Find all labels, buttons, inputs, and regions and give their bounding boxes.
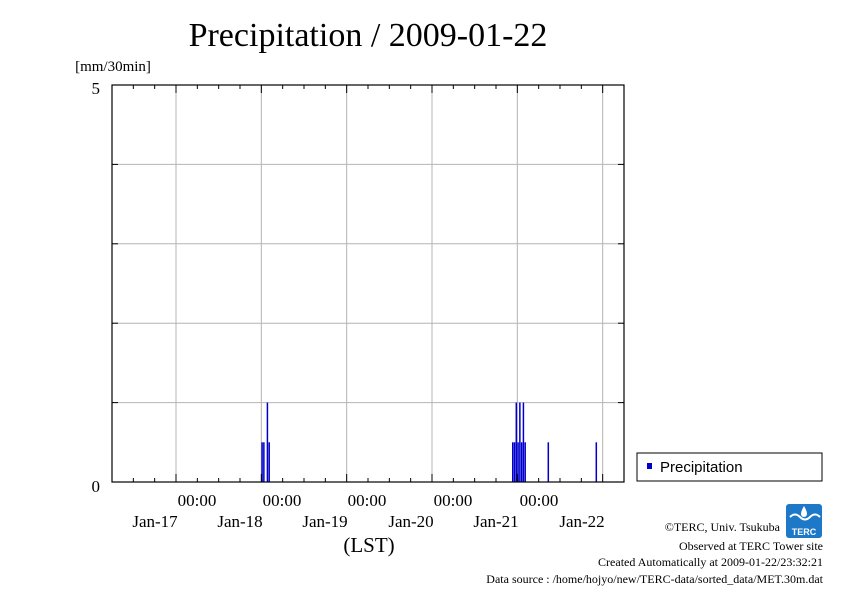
precip-bar: [268, 442, 270, 482]
x-tick-date-jan17: Jan-17: [132, 512, 178, 531]
x-tick-time-4: 00:00: [434, 491, 473, 510]
x-tick-date-jan22: Jan-22: [559, 512, 604, 531]
y-tick-label-5: 5: [92, 79, 101, 98]
x-tick-date-jan18: Jan-18: [217, 512, 262, 531]
precip-bar: [266, 402, 269, 482]
precip-bar: [519, 402, 521, 482]
precip-bar: [515, 402, 518, 482]
copyright-text: ©TERC, Univ. Tsukuba: [665, 520, 781, 534]
x-tick-time-2: 00:00: [263, 491, 302, 510]
x-axis-label: (LST): [343, 533, 394, 557]
plot-frame: [111, 84, 625, 483]
observed-site-text: Observed at TERC Tower site: [679, 539, 823, 553]
y-axis-label: [mm/30min]: [75, 59, 151, 75]
x-tick-time-1: 00:00: [178, 491, 217, 510]
created-timestamp-text: Created Automatically at 2009-01-22/23:3…: [598, 555, 823, 569]
terc-logo: TERC: [786, 504, 822, 538]
terc-logo-text: TERC: [792, 527, 817, 537]
x-tick-date-jan20: Jan-20: [388, 512, 433, 531]
legend-swatch: [647, 463, 652, 469]
x-tick-date-jan21: Jan-21: [473, 512, 518, 531]
x-tick-date-jan19: Jan-19: [302, 512, 347, 531]
precip-bar: [595, 442, 598, 482]
x-tick-time-3: 00:00: [348, 491, 387, 510]
precip-bar: [512, 442, 514, 482]
precip-bar: [524, 442, 526, 482]
water-drop-icon: [801, 506, 807, 517]
chart-title: Precipitation / 2009-01-22: [189, 17, 548, 54]
y-ticks: [112, 84, 624, 483]
x-ticks: [111, 85, 625, 482]
legend: Precipitation: [636, 452, 823, 482]
legend-label: Precipitation: [660, 459, 743, 476]
precip-bar: [520, 442, 523, 482]
terc-logo-badge: [786, 504, 822, 538]
precip-bar: [263, 442, 265, 482]
wave-icon: [789, 513, 821, 521]
precip-bar: [517, 442, 519, 482]
bar-series: [261, 402, 598, 482]
precip-bar: [522, 402, 525, 482]
precip-bar: [547, 442, 550, 482]
precip-bar: [513, 442, 516, 482]
y-tick-label-0: 0: [92, 477, 101, 496]
precip-bar: [261, 442, 263, 482]
grid: [112, 85, 624, 482]
x-tick-time-5: 00:00: [520, 491, 559, 510]
legend-box: [636, 452, 823, 482]
data-source-text: Data source : /home/hojyo/new/TERC-data/…: [486, 572, 823, 586]
